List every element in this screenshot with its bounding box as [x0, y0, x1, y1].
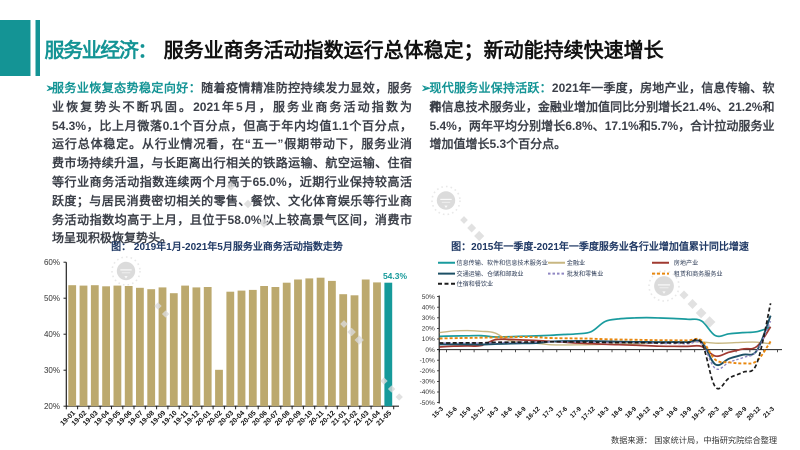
- svg-text:20%: 20%: [44, 402, 60, 411]
- svg-text:15-6: 15-6: [445, 405, 459, 419]
- svg-text:0%: 0%: [425, 347, 435, 354]
- svg-text:17-3: 17-3: [541, 405, 555, 419]
- svg-text:30%: 30%: [422, 315, 435, 322]
- svg-text:-20%: -20%: [420, 368, 435, 375]
- svg-text:15-12: 15-12: [470, 405, 487, 422]
- svg-text:16-12: 16-12: [525, 405, 542, 422]
- svg-text:图：2015年一季度-2021年一季度服务业各行业增加值累计: 图：2015年一季度-2021年一季度服务业各行业增加值累计同比增速: [451, 240, 749, 253]
- svg-text:-10%: -10%: [420, 357, 435, 364]
- svg-text:16-6: 16-6: [500, 405, 514, 419]
- svg-text:18-3: 18-3: [597, 405, 611, 419]
- svg-text:18-6: 18-6: [610, 405, 624, 419]
- svg-text:15-3: 15-3: [431, 405, 445, 419]
- svg-text:-30%: -30%: [420, 379, 435, 386]
- svg-text:-40%: -40%: [420, 389, 435, 396]
- svg-text:信息传输、软件和信息技术服务业: 信息传输、软件和信息技术服务业: [457, 259, 548, 267]
- svg-text:租赁和商务服务业: 租赁和商务服务业: [674, 270, 723, 278]
- svg-text:54.3%: 54.3%: [383, 271, 408, 281]
- svg-text:18-12: 18-12: [635, 405, 652, 422]
- svg-text:40%: 40%: [422, 304, 435, 311]
- svg-text:19-6: 19-6: [665, 405, 679, 419]
- svg-text:50%: 50%: [44, 294, 60, 303]
- svg-text:住宿和餐饮业: 住宿和餐饮业: [457, 280, 494, 288]
- svg-text:20-6: 20-6: [721, 405, 735, 419]
- svg-text:60%: 60%: [44, 258, 60, 267]
- svg-text:-50%: -50%: [420, 400, 435, 407]
- svg-text:17-6: 17-6: [555, 405, 569, 419]
- svg-text:50%: 50%: [422, 294, 435, 301]
- svg-text:交通运输、仓储和邮政业: 交通运输、仓储和邮政业: [457, 270, 524, 278]
- svg-text:房地产业: 房地产业: [674, 259, 698, 267]
- svg-text:21-3: 21-3: [762, 405, 776, 419]
- svg-text:批发和零售业: 批发和零售业: [567, 270, 604, 278]
- svg-text:40%: 40%: [44, 330, 60, 339]
- svg-text:20-12: 20-12: [746, 405, 763, 422]
- svg-text:10%: 10%: [422, 336, 435, 343]
- svg-text:17-12: 17-12: [580, 405, 597, 422]
- svg-text:19-3: 19-3: [652, 405, 666, 419]
- svg-text:图： 2019年1月-2021年5月服务业商务活动指数走势: 图： 2019年1月-2021年5月服务业商务活动指数走势: [111, 240, 343, 253]
- svg-text:20%: 20%: [422, 326, 435, 333]
- svg-text:20-3: 20-3: [707, 405, 721, 419]
- svg-text:30%: 30%: [44, 366, 60, 375]
- svg-text:数据来源： 国家统计局，中指研究院综合整理: 数据来源： 国家统计局，中指研究院综合整理: [611, 435, 777, 445]
- svg-text:19-12: 19-12: [690, 405, 707, 422]
- svg-text:金融业: 金融业: [567, 259, 585, 267]
- svg-text:16-3: 16-3: [486, 405, 500, 419]
